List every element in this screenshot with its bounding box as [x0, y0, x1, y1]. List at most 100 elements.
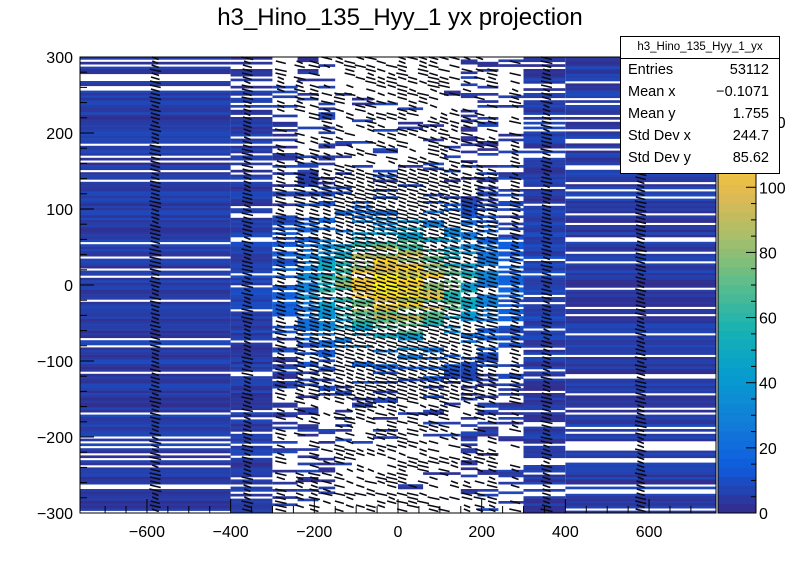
heatmap-cell [80, 227, 231, 231]
heatmap-cell [498, 201, 524, 204]
heatmap-cell [297, 301, 319, 305]
marker-point [419, 452, 427, 457]
marker-point [488, 228, 497, 233]
marker-point [463, 508, 471, 513]
marker-point [367, 348, 375, 353]
marker-point [365, 276, 377, 281]
marker-point [636, 260, 646, 265]
marker-point [398, 180, 407, 185]
marker-point [418, 312, 428, 317]
marker-point [428, 304, 440, 309]
heatmap-cell [335, 143, 352, 147]
marker-point [509, 204, 521, 209]
marker-point [407, 332, 419, 337]
marker-point [388, 264, 396, 269]
marker-point [294, 384, 306, 389]
marker-point [417, 92, 430, 97]
marker-point [510, 316, 520, 321]
marker-point [409, 308, 417, 313]
heatmap-cell [297, 229, 319, 233]
marker-point [365, 420, 376, 425]
marker-point [509, 332, 521, 337]
marker-point [243, 296, 251, 301]
marker-point [542, 384, 551, 389]
marker-point [375, 292, 387, 297]
marker-point [295, 284, 305, 289]
marker-point [488, 400, 496, 405]
marker-point [461, 132, 473, 137]
marker-point [409, 88, 417, 93]
marker-point [296, 372, 304, 377]
heatmap-cell [498, 244, 524, 247]
marker-point [635, 308, 646, 313]
marker-point [511, 164, 520, 169]
heatmap-cell [230, 333, 273, 336]
marker-point [488, 504, 496, 509]
marker-point [344, 328, 355, 333]
marker-point [243, 252, 252, 257]
marker-point [438, 316, 450, 321]
marker-point [473, 428, 486, 433]
marker-point [345, 212, 355, 217]
heatmap-cell [565, 361, 716, 365]
marker-point [542, 256, 551, 261]
heatmap-cell [230, 381, 273, 384]
marker-point [450, 196, 459, 201]
marker-point [376, 244, 387, 249]
heatmap-cell [335, 340, 352, 343]
marker-point [336, 292, 343, 297]
marker-point [151, 424, 160, 429]
marker-point [243, 244, 252, 249]
heatmap-cell [477, 251, 499, 255]
heatmap-cell [318, 354, 336, 358]
heatmap-cell [272, 172, 298, 175]
heatmap-cell [565, 421, 716, 425]
heatmap-cell [498, 309, 524, 312]
marker-point [241, 264, 253, 269]
marker-point [386, 228, 398, 233]
palette-band [718, 394, 756, 404]
marker-point [428, 276, 439, 281]
marker-point [419, 60, 427, 65]
heatmap-cell [297, 328, 319, 331]
marker-point [334, 208, 345, 213]
heatmap-cell [80, 251, 231, 255]
marker-point [486, 256, 499, 261]
x-tick-label: 200 [468, 524, 495, 541]
heatmap-cell [80, 191, 231, 195]
marker-point [427, 84, 440, 89]
marker-point [276, 228, 286, 233]
marker-point [241, 408, 254, 413]
heatmap-cell [297, 345, 319, 348]
heatmap-cell [318, 107, 336, 111]
marker-point [511, 276, 519, 281]
marker-point [296, 368, 304, 373]
heatmap-cell [477, 373, 499, 377]
marker-point [634, 364, 647, 369]
marker-point [294, 320, 305, 325]
marker-point [320, 196, 333, 201]
x-tick-label: −600 [129, 524, 165, 541]
z-tick-label: 20 [759, 441, 777, 458]
marker-point [355, 172, 366, 177]
marker-point [356, 180, 364, 185]
marker-point [510, 252, 520, 257]
marker-point [429, 312, 438, 317]
marker-point [356, 324, 365, 329]
marker-point [635, 300, 646, 305]
marker-point [322, 184, 332, 189]
marker-point [440, 392, 448, 397]
heatmap-cell [80, 102, 231, 106]
marker-point [438, 84, 450, 89]
heatmap-cell [523, 445, 566, 449]
heatmap-cell [318, 102, 336, 106]
palette-band [718, 449, 756, 459]
marker-point [149, 256, 162, 261]
heatmap-cell [230, 419, 273, 423]
marker-point [274, 68, 287, 73]
marker-point [428, 164, 439, 169]
marker-point [474, 360, 485, 365]
heatmap-cell [423, 385, 444, 389]
marker-point [449, 296, 460, 301]
marker-point [429, 256, 438, 261]
